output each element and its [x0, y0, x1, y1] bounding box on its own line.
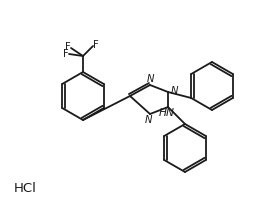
Text: HN: HN: [159, 108, 175, 118]
Text: F: F: [65, 42, 71, 52]
Text: N: N: [170, 86, 178, 96]
Text: N: N: [146, 74, 154, 84]
Text: N: N: [144, 115, 152, 125]
Text: HCl: HCl: [14, 181, 37, 194]
Text: F: F: [93, 40, 99, 50]
Text: F: F: [63, 49, 69, 59]
